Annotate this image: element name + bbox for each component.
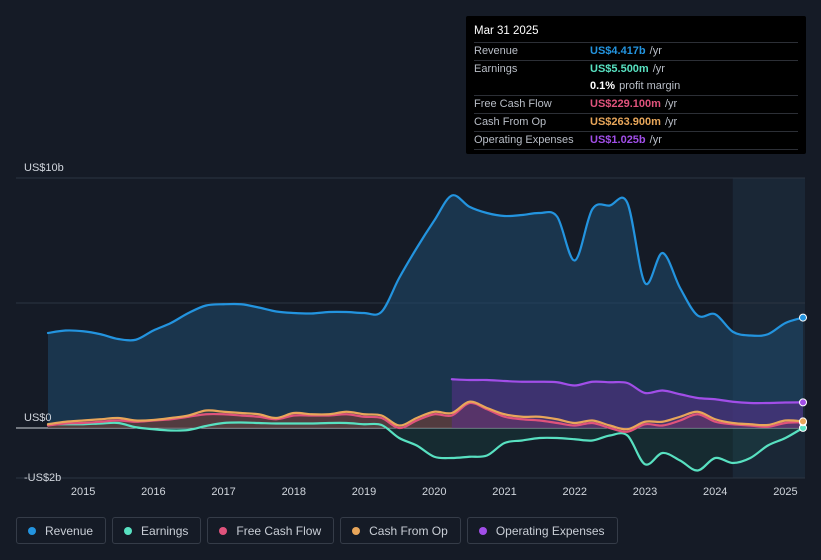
x-axis-label: 2020 [422,486,446,498]
series-lines [46,194,805,472]
legend-dot-icon [219,526,228,535]
legend-item-operating-expenses[interactable]: Operating Expenses [466,517,618,544]
line-operating-expenses [450,378,805,405]
legend-item-free-cash-flow[interactable]: Free Cash Flow [207,517,335,544]
y-axis-label: US$10b [24,162,64,174]
tooltip-row-operating-expenses: Operating Expenses US$1.025b /yr [474,132,798,150]
tooltip-value: US$229.100m [590,98,661,110]
legend-item-cash-from-op[interactable]: Cash From Op [340,517,461,544]
tooltip-row-free-cash-flow: Free Cash Flow US$229.100m /yr [474,96,798,114]
data-tooltip: Mar 31 2025 Revenue US$4.417b /yr Earnin… [466,16,806,154]
endpoint-cash-from-op [799,417,807,426]
y-axis-label: US$0 [24,412,52,424]
legend-label: Free Cash Flow [236,523,322,538]
tooltip-label: Cash From Op [474,116,547,128]
line-revenue [46,194,805,342]
tooltip-row-revenue: Revenue US$4.417b /yr [474,43,798,61]
legend-label: Earnings [141,523,189,538]
tooltip-unit: /yr [664,116,678,128]
line-free-cash-flow [46,401,805,433]
tooltip-unit: /yr [649,134,662,146]
tooltip-unit: /yr [652,63,665,75]
legend-dot-icon [478,526,487,535]
tooltip-unit: /yr [664,98,678,110]
x-axis-label: 2025 [773,486,797,498]
x-axis-label: 2021 [492,486,516,498]
legend-dot-icon [352,526,361,535]
line-cash-from-op [46,400,805,431]
series-endpoints [799,313,807,432]
legend-label: Operating Expenses [495,523,605,538]
tooltip-value: US$5.500m [590,63,649,75]
x-axis-label: 2017 [211,486,235,498]
tooltip-value: 0.1% [590,80,616,92]
line-earnings [46,421,805,472]
x-axis-label: 2015 [71,486,95,498]
x-axis-label: 2016 [141,486,165,498]
endpoint-operating-expenses [799,398,807,407]
tooltip-value: US$4.417b [590,45,646,57]
x-axis-label: 2022 [563,486,587,498]
tooltip-date: Mar 31 2025 [474,23,798,43]
tooltip-label: Earnings [474,63,518,75]
legend-label: Cash From Op [369,523,448,538]
tooltip-row-cash-from-op: Cash From Op US$263.900m /yr [474,114,798,132]
x-axis-label: 2019 [352,486,376,498]
tooltip-label: Free Cash Flow [474,98,552,110]
legend-item-revenue[interactable]: Revenue [16,517,107,544]
tooltip-unit: /yr [649,45,662,57]
y-axis-label: -US$2b [24,472,61,484]
y-axis-labels: US$10b US$0 -US$2b [24,162,64,484]
tooltip-row-profit-margin: 0.1% profit margin [474,78,798,96]
tooltip-unit: profit margin [619,80,681,92]
legend-dot-icon [124,526,133,535]
chart-legend: Revenue Earnings Free Cash Flow Cash Fro… [16,517,618,544]
tooltip-value: US$1.025b [590,134,646,146]
tooltip-value: US$263.900m [590,116,661,128]
x-axis-label: 2024 [703,486,727,498]
x-axis-label: 2023 [633,486,657,498]
endpoint-revenue [799,313,807,322]
area-earnings [48,422,803,471]
area-revenue [48,195,803,428]
legend-label: Revenue [45,523,94,538]
x-axis-label: 2018 [282,486,306,498]
legend-dot-icon [28,526,36,535]
tooltip-row-earnings: Earnings US$5.500m /yr [474,61,798,78]
tooltip-label [474,78,590,95]
x-axis-labels: 2015 2016 2017 2018 2019 2020 2021 2022 2023 2024… [71,486,798,498]
legend-item-earnings[interactable]: Earnings [112,517,202,544]
tooltip-label: Operating Expenses [474,134,574,146]
tooltip-label: Revenue [474,45,519,57]
